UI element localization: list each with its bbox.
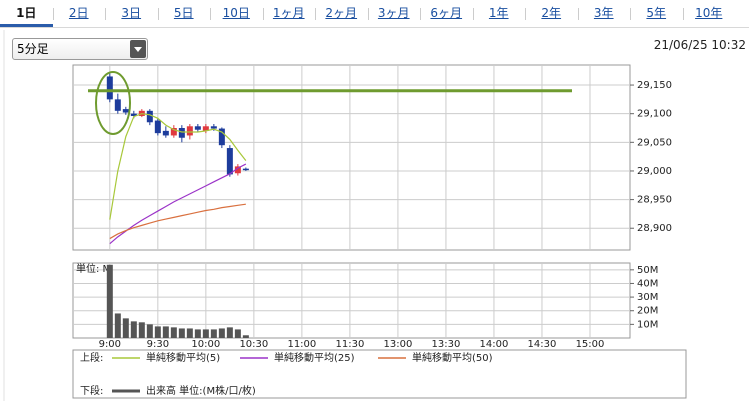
volume-bar: [122, 318, 129, 338]
dropdown-arrow: [130, 40, 146, 58]
x-tick-label: 11:30: [335, 339, 364, 350]
volume-bar: [210, 329, 217, 338]
x-tick-label: 14:30: [528, 339, 557, 350]
moving-average-line: [109, 203, 246, 240]
candle-body: [130, 113, 137, 116]
period-tab[interactable]: 1ヶ月: [262, 0, 316, 27]
moving-average-line: [109, 163, 247, 245]
y-tick-label: 29,000: [637, 166, 672, 177]
highlight-ellipse: [95, 71, 131, 135]
y-tick-label: 50M: [637, 265, 658, 276]
candle-body: [162, 130, 169, 136]
price-plot-frame: [72, 64, 631, 251]
y-tick-label: 28,950: [637, 195, 672, 206]
x-tick-label: 13:30: [432, 339, 461, 350]
volume-bar: [114, 313, 121, 338]
period-tab[interactable]: 1年: [472, 0, 526, 27]
legend-entry: 出来高 単位:(M株/口/枚): [146, 384, 256, 397]
period-tab[interactable]: 3ヶ月: [367, 0, 421, 27]
x-tick-label: 13:00: [384, 339, 413, 350]
volume-bar: [154, 326, 161, 338]
period-tab[interactable]: 5年: [630, 0, 683, 27]
period-tab[interactable]: 10日: [210, 0, 263, 27]
volume-bar: [242, 335, 249, 338]
volume-bar: [194, 329, 201, 338]
candle-body: [226, 148, 233, 175]
candle-body: [106, 76, 113, 100]
period-tab[interactable]: 3年: [577, 0, 631, 27]
interval-select[interactable]: 5分足: [12, 38, 148, 60]
candle-body: [170, 128, 177, 136]
unit-label: 単位: M: [76, 262, 111, 275]
period-tab[interactable]: 10年: [682, 0, 736, 27]
interval-select-label: 5分足: [17, 42, 49, 56]
x-tick-label: 14:00: [480, 339, 509, 350]
y-tick-label: 20M: [637, 306, 658, 317]
y-tick-label: 40M: [637, 278, 658, 289]
x-tick-label: 10:00: [191, 339, 220, 350]
volume-bar: [130, 321, 137, 338]
y-tick-label: 29,050: [637, 137, 672, 148]
volume-bar: [218, 328, 225, 338]
candle-body: [194, 126, 201, 130]
y-tick-label: 10M: [637, 319, 658, 330]
period-tab[interactable]: 2年: [525, 0, 578, 27]
volume-bar: [186, 328, 193, 338]
volume-bar: [170, 327, 177, 338]
moving-average-line: [109, 113, 247, 220]
period-tab[interactable]: 6ヶ月: [420, 0, 473, 27]
legend-entry: 単純移動平均(5): [146, 351, 220, 364]
candle-body: [178, 128, 185, 138]
x-tick-label: 10:30: [239, 339, 268, 350]
legend-entry: 単純移動平均(50): [412, 351, 493, 364]
volume-bar: [146, 324, 153, 338]
candle-body: [154, 120, 161, 134]
candle-body: [218, 128, 225, 146]
legend-label: 下段:: [80, 384, 103, 397]
volume-plot-frame: [72, 262, 631, 339]
legend-label: 上段:: [80, 351, 103, 364]
candle-body: [146, 110, 153, 123]
period-tab[interactable]: 2ヶ月: [315, 0, 368, 27]
candle-body: [122, 109, 129, 113]
y-tick-label: 29,100: [637, 109, 672, 120]
x-tick-label: 9:00: [99, 339, 121, 350]
candle-body: [210, 126, 217, 129]
volume-bar: [138, 322, 145, 338]
timestamp: 21/06/25 10:32: [653, 38, 746, 52]
volume-bar: [162, 326, 169, 338]
volume-bar: [202, 329, 209, 338]
period-tabs: 1日 2日 3日 5日 10日 1ヶ月 2ヶ月 3ヶ月 6ヶ月 1年 2年 3年 5年 10年: [0, 0, 749, 28]
candle-body: [242, 168, 249, 171]
period-tab[interactable]: 3日: [105, 0, 158, 27]
candle-body: [186, 126, 193, 136]
x-tick-label: 11:00: [287, 339, 316, 350]
candle-body: [114, 99, 121, 111]
candle-body: [202, 126, 209, 131]
period-tab[interactable]: 1日: [0, 0, 53, 27]
y-tick-label: 28,900: [637, 223, 672, 234]
x-tick-label: 9:30: [147, 339, 169, 350]
candle-body: [234, 166, 241, 174]
x-tick-label: 15:00: [576, 339, 605, 350]
volume-bar: [234, 329, 241, 338]
plot-layer: 28,900 28,950 29,000 29,050 29,100 29,150 9:00…: [73, 65, 672, 350]
period-tab[interactable]: 2日: [52, 0, 106, 27]
y-tick-label: 29,150: [637, 80, 672, 91]
volume-bar: [178, 328, 185, 338]
volume-bar: [226, 327, 233, 338]
legend-entry: 単純移動平均(25): [274, 351, 355, 364]
volume-bar: [106, 264, 113, 338]
y-tick-label: 30M: [637, 292, 658, 303]
period-tab[interactable]: 5日: [157, 0, 211, 27]
